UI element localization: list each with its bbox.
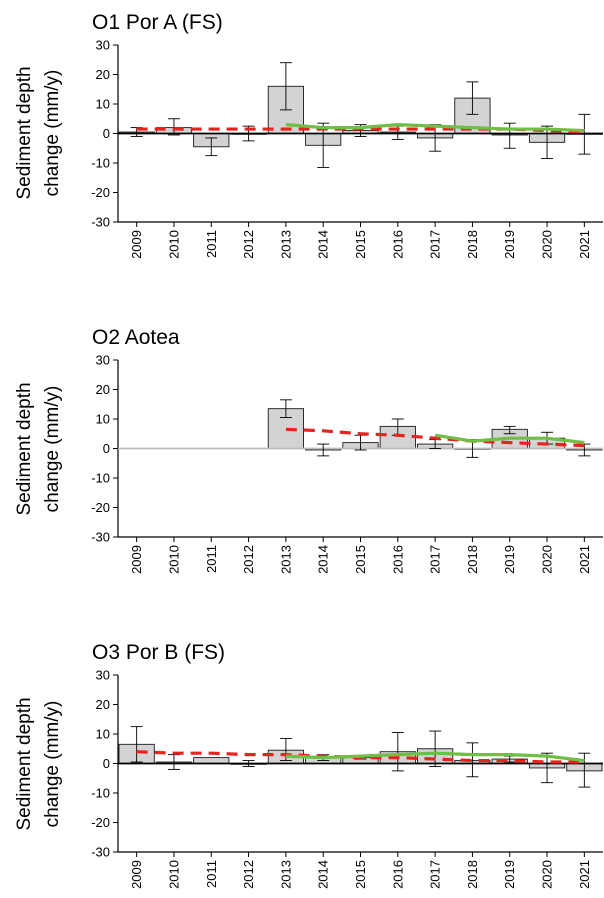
- x-tick-label: 2016: [390, 860, 405, 889]
- x-tick-label: 2014: [316, 860, 331, 889]
- x-tick-label: 2016: [390, 545, 405, 574]
- error-bar: [167, 118, 180, 136]
- trend-line-solid: [285, 123, 585, 133]
- x-tick-label: 2010: [166, 230, 181, 259]
- error-bar: [279, 399, 292, 418]
- x-tick-label: 2019: [502, 860, 517, 889]
- y-tick-label: 20: [96, 382, 110, 397]
- x-tick-label: 2018: [465, 545, 480, 574]
- y-tick-label: 20: [96, 697, 110, 712]
- y-tick-label: 30: [96, 38, 110, 53]
- y-axis-label-line2: change (mm/y): [42, 70, 63, 197]
- error-bar: [391, 732, 404, 772]
- error-bar: [503, 122, 516, 149]
- x-tick-label: 2013: [278, 860, 293, 889]
- y-axis-label-line2: change (mm/y): [42, 386, 63, 513]
- x-tick-label: 2013: [278, 545, 293, 574]
- trend-line-solid: [285, 751, 585, 763]
- x-tick-label: 2009: [129, 545, 144, 574]
- x-tick-label: 2019: [502, 230, 517, 259]
- error-bar: [578, 752, 591, 788]
- y-tick-label: -20: [91, 185, 110, 200]
- error-bar: [466, 81, 479, 115]
- x-tick-label: 2019: [502, 545, 517, 574]
- y-tick-label: -10: [91, 471, 110, 486]
- x-tick-label: 2012: [241, 860, 256, 889]
- y-tick-label: -20: [91, 815, 110, 830]
- error-bar: [503, 425, 516, 435]
- y-tick-label: -30: [91, 845, 110, 860]
- y-tick-label: -10: [91, 786, 110, 801]
- error-bar: [205, 137, 218, 157]
- x-tick-label: 2015: [353, 545, 368, 574]
- x-tick-label: 2021: [577, 230, 592, 259]
- panel-o2: O2 Aotea Sediment depth change (mm/y) 30…: [14, 326, 603, 574]
- x-tick-label: 2012: [241, 545, 256, 574]
- x-tick-label: 2017: [428, 545, 443, 574]
- x-tick-label: 2009: [129, 860, 144, 889]
- y-tick-label: 30: [96, 353, 110, 368]
- y-axis-label-line1: Sediment depth: [14, 382, 35, 515]
- y-axis-label-line1: Sediment depth: [14, 66, 35, 199]
- panel-title: O3 Por B (FS): [92, 641, 225, 664]
- x-tick-label: 2021: [577, 860, 592, 889]
- y-tick-label: 10: [96, 412, 110, 427]
- x-tick-label: 2018: [465, 230, 480, 259]
- error-bar: [279, 62, 292, 111]
- panel-title: O1 Por A (FS): [92, 11, 223, 34]
- y-tick-label: -10: [91, 156, 110, 171]
- x-tick-label: 2017: [428, 230, 443, 259]
- y-tick-label: 10: [96, 97, 110, 112]
- panel-title: O2 Aotea: [92, 326, 180, 349]
- x-tick-label: 2018: [465, 860, 480, 889]
- y-axis-label-line1: Sediment depth: [14, 697, 35, 830]
- x-tick-label: 2017: [428, 860, 443, 889]
- x-tick-label: 2020: [540, 230, 555, 259]
- x-tick-label: 2020: [540, 545, 555, 574]
- x-tick-label: 2015: [353, 230, 368, 259]
- y-tick-label: 30: [96, 668, 110, 683]
- x-tick-label: 2011: [204, 545, 219, 573]
- y-tick-label: -20: [91, 500, 110, 515]
- trend-line-dashed: [285, 427, 585, 448]
- error-bar: [541, 125, 554, 160]
- x-tick-label: 2020: [540, 860, 555, 889]
- y-tick-label: 10: [96, 727, 110, 742]
- panel-o3: O3 Por B (FS) Sediment depth change (mm/…: [14, 641, 603, 889]
- error-bar: [578, 113, 591, 155]
- error-bar: [317, 443, 330, 457]
- x-tick-label: 2021: [577, 545, 592, 574]
- error-bar: [541, 752, 554, 784]
- panel-o1: O1 Por A (FS) Sediment depth change (mm/…: [14, 11, 603, 259]
- x-tick-label: 2013: [278, 230, 293, 259]
- y-tick-label: 0: [103, 441, 110, 456]
- y-tick-label: -30: [91, 215, 110, 230]
- error-bar: [466, 742, 479, 778]
- y-tick-label: 0: [103, 126, 110, 141]
- x-tick-label: 2014: [316, 230, 331, 259]
- y-tick-label: -30: [91, 530, 110, 545]
- x-tick-label: 2009: [129, 230, 144, 259]
- y-axis-label-line2: change (mm/y): [42, 701, 63, 828]
- x-tick-label: 2016: [390, 230, 405, 259]
- y-tick-label: 20: [96, 67, 110, 82]
- x-tick-label: 2010: [166, 545, 181, 574]
- x-tick-label: 2012: [241, 230, 256, 259]
- x-tick-label: 2010: [166, 860, 181, 889]
- x-tick-label: 2011: [204, 230, 219, 258]
- error-bar: [130, 726, 143, 763]
- x-tick-label: 2011: [204, 860, 219, 888]
- trend-line-solid: [434, 433, 585, 445]
- x-tick-label: 2014: [316, 545, 331, 574]
- y-tick-label: 0: [103, 756, 110, 771]
- x-tick-label: 2015: [353, 860, 368, 889]
- error-bar: [242, 760, 255, 767]
